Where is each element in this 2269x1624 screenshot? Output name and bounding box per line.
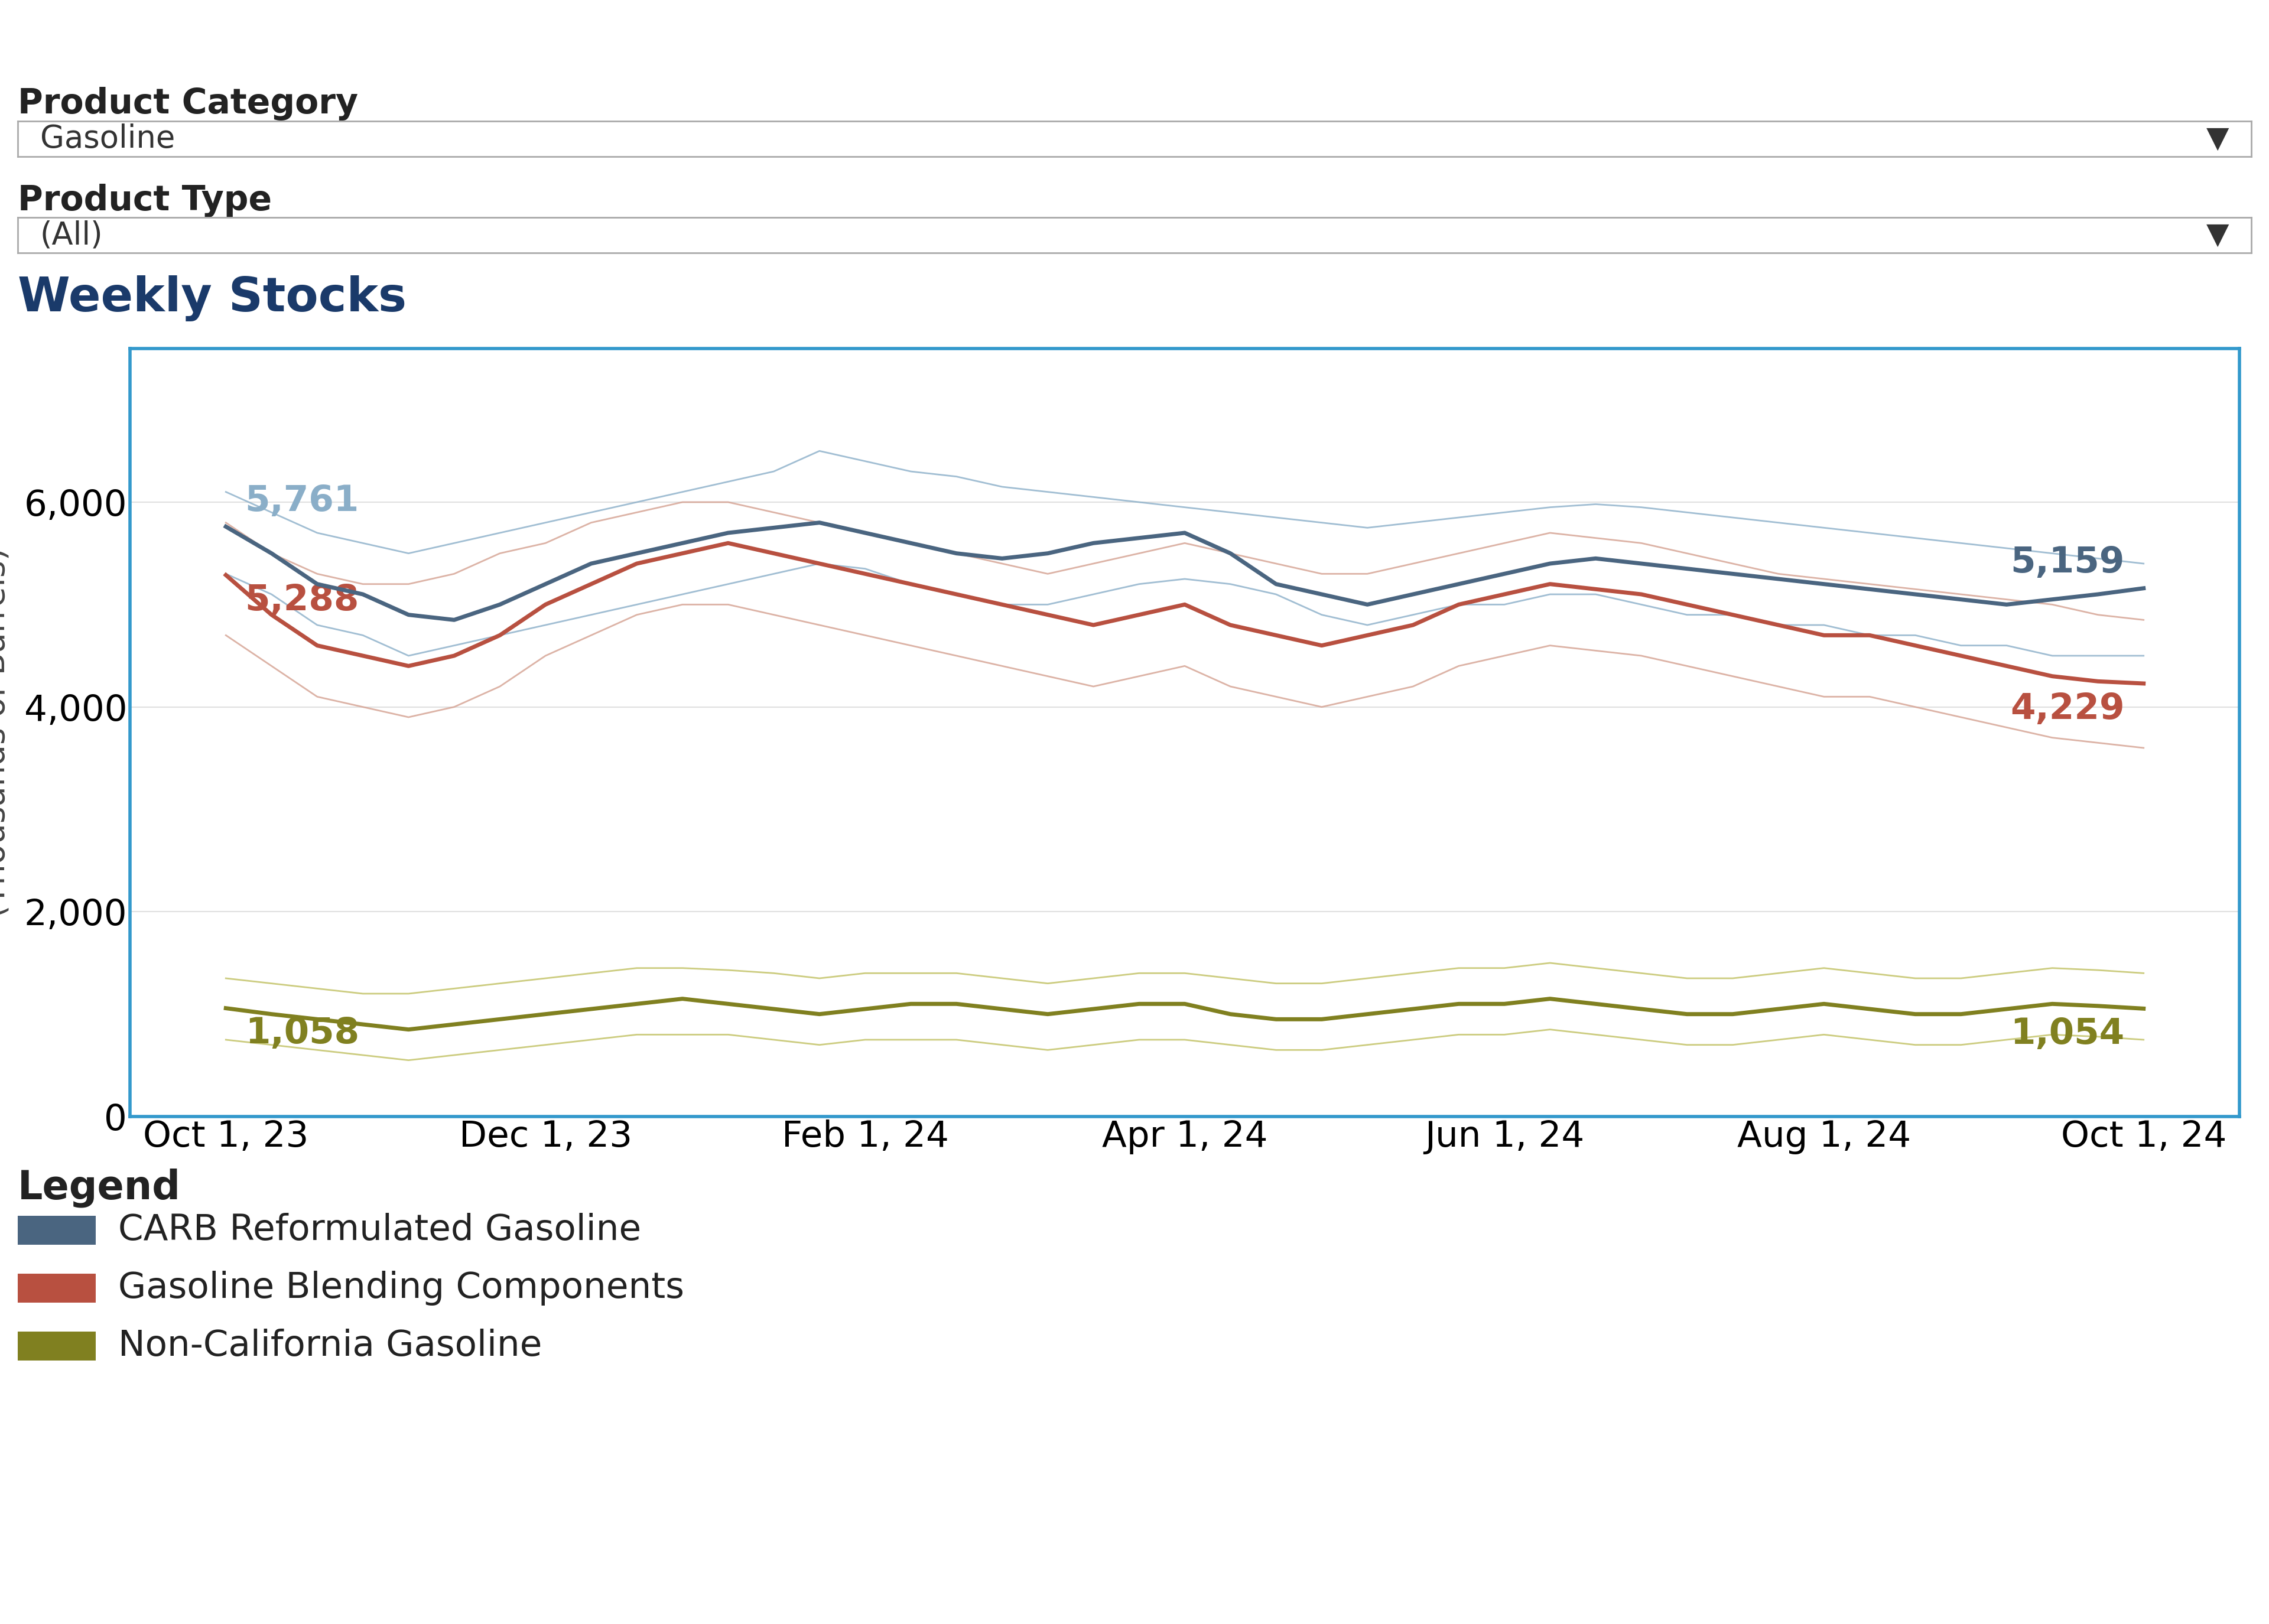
Text: 5,159: 5,159 [2010, 546, 2124, 580]
Text: CARB Reformulated Gasoline: CARB Reformulated Gasoline [118, 1213, 642, 1247]
Text: Product Category: Product Category [18, 86, 359, 120]
Text: Weekly Stocks: Weekly Stocks [18, 276, 406, 322]
Text: Legend: Legend [18, 1168, 182, 1208]
FancyBboxPatch shape [18, 1216, 95, 1244]
Text: ▼: ▼ [2205, 221, 2228, 250]
FancyBboxPatch shape [18, 1332, 95, 1361]
Text: 1,054: 1,054 [2010, 1017, 2124, 1052]
Text: Gasoline: Gasoline [41, 123, 175, 154]
Y-axis label: Stocks
(Thousands of Barrels): Stocks (Thousands of Barrels) [0, 547, 11, 918]
Text: 5,288: 5,288 [245, 583, 359, 619]
Text: 1,058: 1,058 [245, 1017, 359, 1051]
Text: 5,761: 5,761 [245, 484, 359, 518]
Text: ▼: ▼ [2205, 125, 2228, 153]
FancyBboxPatch shape [18, 1273, 95, 1302]
Text: 4,229: 4,229 [2010, 692, 2124, 726]
Text: (All): (All) [41, 219, 102, 250]
Text: Non-California Gasoline: Non-California Gasoline [118, 1328, 542, 1364]
Text: California Refinery Stocks: California Refinery Stocks [653, 6, 1616, 70]
Text: Gasoline Blending Components: Gasoline Blending Components [118, 1270, 685, 1306]
Text: Product Type: Product Type [18, 184, 272, 218]
